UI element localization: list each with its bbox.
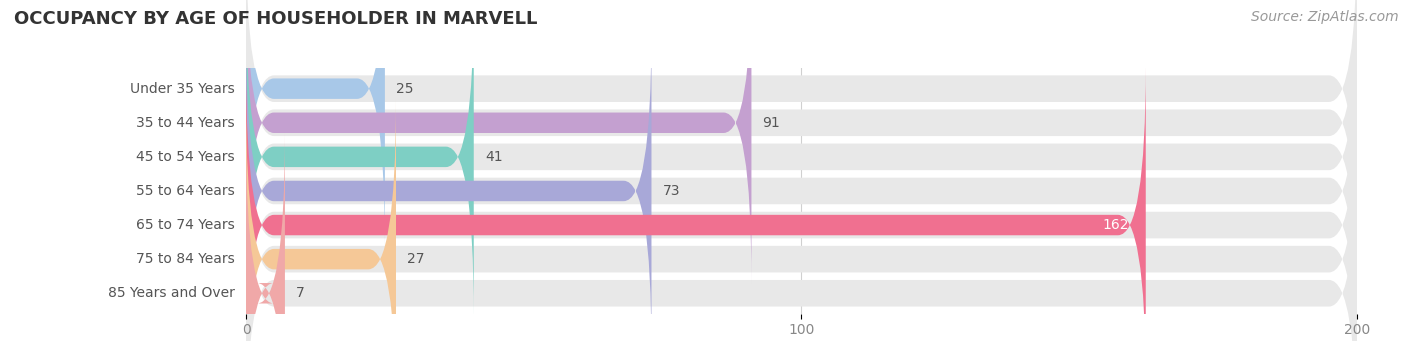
Text: 65 to 74 Years: 65 to 74 Years bbox=[136, 218, 235, 232]
Text: 35 to 44 Years: 35 to 44 Years bbox=[136, 116, 235, 130]
FancyBboxPatch shape bbox=[246, 99, 396, 341]
Text: Under 35 Years: Under 35 Years bbox=[131, 81, 235, 96]
FancyBboxPatch shape bbox=[246, 0, 474, 317]
FancyBboxPatch shape bbox=[246, 133, 285, 341]
FancyBboxPatch shape bbox=[246, 102, 1357, 341]
Text: 162: 162 bbox=[1102, 218, 1129, 232]
FancyBboxPatch shape bbox=[246, 0, 385, 249]
FancyBboxPatch shape bbox=[246, 34, 1357, 341]
FancyBboxPatch shape bbox=[246, 0, 751, 283]
FancyBboxPatch shape bbox=[246, 0, 1357, 246]
Text: 27: 27 bbox=[408, 252, 425, 266]
Text: 85 Years and Over: 85 Years and Over bbox=[108, 286, 235, 300]
FancyBboxPatch shape bbox=[246, 68, 1357, 341]
FancyBboxPatch shape bbox=[246, 65, 1146, 341]
Text: 45 to 54 Years: 45 to 54 Years bbox=[136, 150, 235, 164]
Text: 7: 7 bbox=[297, 286, 305, 300]
Text: 25: 25 bbox=[396, 81, 413, 96]
FancyBboxPatch shape bbox=[246, 31, 651, 341]
Text: 75 to 84 Years: 75 to 84 Years bbox=[136, 252, 235, 266]
FancyBboxPatch shape bbox=[246, 0, 1357, 280]
Text: 91: 91 bbox=[762, 116, 780, 130]
Text: 73: 73 bbox=[662, 184, 681, 198]
Text: Source: ZipAtlas.com: Source: ZipAtlas.com bbox=[1251, 10, 1399, 24]
Text: 55 to 64 Years: 55 to 64 Years bbox=[136, 184, 235, 198]
FancyBboxPatch shape bbox=[246, 0, 1357, 314]
FancyBboxPatch shape bbox=[246, 136, 1357, 341]
Text: 41: 41 bbox=[485, 150, 502, 164]
Text: OCCUPANCY BY AGE OF HOUSEHOLDER IN MARVELL: OCCUPANCY BY AGE OF HOUSEHOLDER IN MARVE… bbox=[14, 10, 537, 28]
